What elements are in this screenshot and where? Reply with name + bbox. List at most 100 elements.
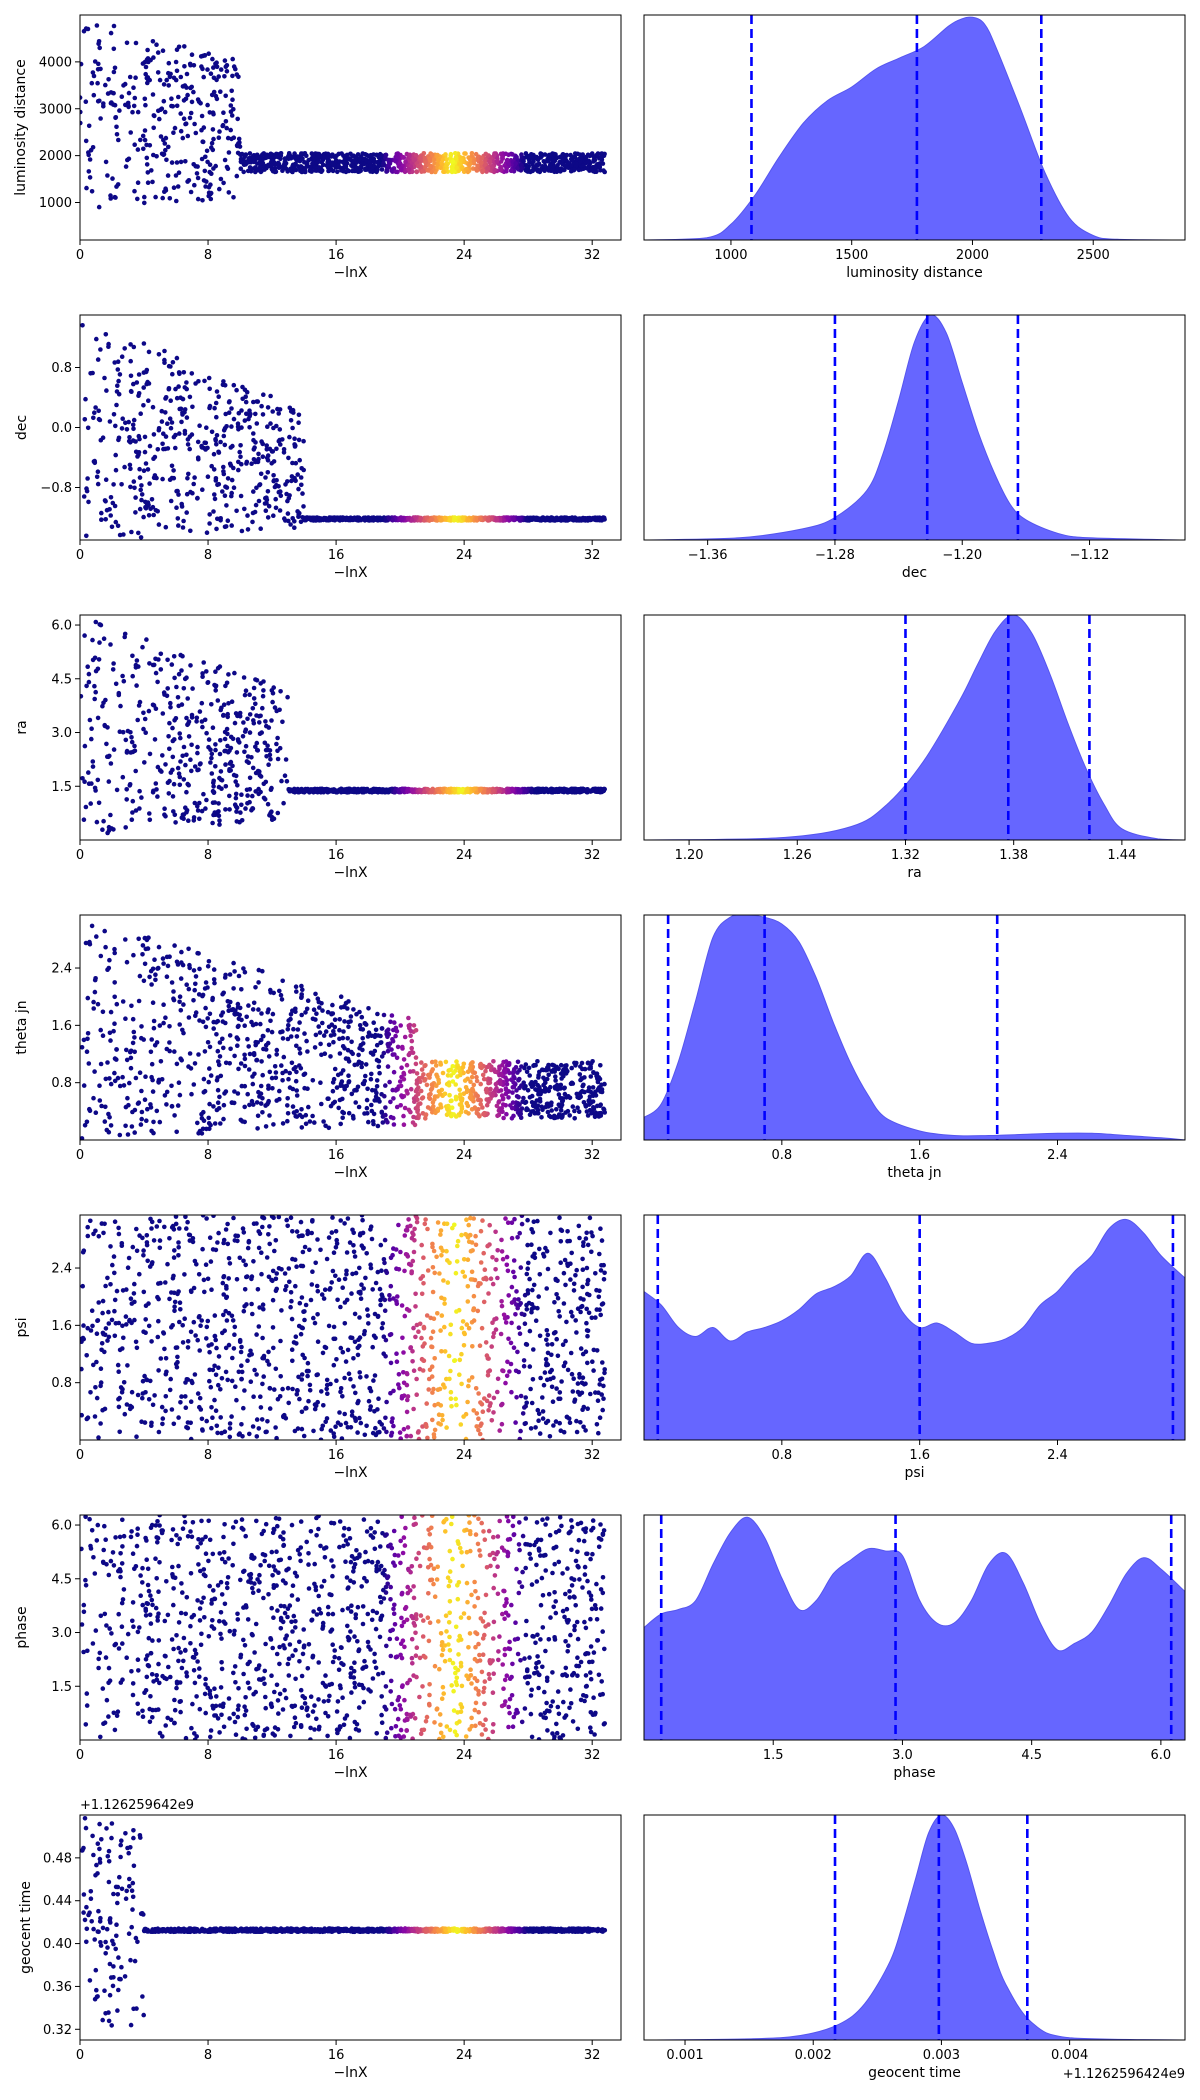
scatter-point <box>87 157 93 162</box>
scatter-point <box>228 734 234 740</box>
scatter-point <box>227 768 232 774</box>
scatter-point <box>151 125 156 131</box>
scatter-point <box>211 778 216 784</box>
scatter-point <box>162 141 168 146</box>
scatter-point <box>244 759 250 764</box>
scatter-point <box>599 1082 604 1088</box>
scatter-point <box>209 92 215 98</box>
scatter-point <box>175 1103 181 1108</box>
scatter-point <box>98 66 103 72</box>
scatter-point <box>175 695 181 700</box>
scatter-point <box>86 671 92 677</box>
scatter-point <box>554 1107 559 1112</box>
scatter-point <box>386 515 392 521</box>
scatter-point <box>217 129 222 134</box>
scatter-point <box>420 168 426 174</box>
scatter-point <box>111 46 117 52</box>
scatter-point <box>188 663 193 668</box>
scatter-point <box>175 765 181 771</box>
scatter-point <box>207 1066 212 1071</box>
scatter-point <box>375 167 380 173</box>
scatter-point <box>227 761 233 766</box>
y-axis-label: ra <box>14 720 30 734</box>
scatter-point <box>95 481 101 487</box>
scatter-point <box>103 697 108 703</box>
scatter-point <box>380 789 385 795</box>
scatter-point <box>167 196 173 201</box>
scatter-point <box>145 467 151 472</box>
scatter-point <box>230 97 235 102</box>
scatter-point <box>297 1063 302 1068</box>
scatter-point <box>217 1094 222 1100</box>
scatter-point <box>501 1115 506 1121</box>
scatter-point <box>112 503 118 509</box>
scatter-point <box>229 477 235 483</box>
scatter-point <box>352 516 357 522</box>
scatter-point <box>247 775 253 781</box>
scatter-point <box>146 349 152 355</box>
x-tick-label: 8 <box>204 848 212 863</box>
scatter-point <box>494 1103 500 1109</box>
scatter-point <box>152 473 158 478</box>
scatter-point <box>167 416 173 422</box>
x-tick-label: 0 <box>76 248 84 263</box>
scatter-point <box>134 683 139 688</box>
scatter-point <box>368 163 373 168</box>
scatter-point <box>135 109 141 115</box>
scatter-point <box>160 711 166 716</box>
scatter-point <box>163 524 169 530</box>
scatter-point <box>126 419 131 425</box>
scatter-point <box>192 475 197 480</box>
scatter-point <box>165 657 170 663</box>
scatter-point <box>563 163 568 169</box>
scatter-point <box>92 410 97 416</box>
scatter-point <box>177 431 182 436</box>
scatter-point <box>80 776 85 781</box>
scatter-point <box>253 458 259 464</box>
density-area <box>644 615 1185 840</box>
scatter-point <box>236 1066 241 1072</box>
scatter-point <box>205 1040 211 1045</box>
x-tick-label: 8 <box>204 248 212 263</box>
scatter-point <box>395 1044 401 1050</box>
scatter-point <box>243 153 248 158</box>
scatter-point <box>253 165 258 170</box>
scatter-point <box>176 44 182 50</box>
scatter-point <box>536 161 542 167</box>
scatter-point <box>292 519 297 524</box>
scatter-point <box>501 518 506 523</box>
scatter-point <box>481 789 487 795</box>
scatter-point <box>144 75 150 81</box>
scatter-point <box>471 786 476 792</box>
scatter-point <box>549 516 554 522</box>
scatter-point <box>374 1084 380 1089</box>
scatter-point <box>546 1072 551 1078</box>
scatter-point <box>184 380 189 385</box>
scatter-point <box>335 169 340 175</box>
scatter-point <box>535 157 541 162</box>
scatter-point <box>122 464 127 470</box>
scatter-point <box>258 789 263 795</box>
scatter-point <box>223 411 228 417</box>
scatter-point <box>253 1021 259 1027</box>
scatter-point <box>581 787 587 792</box>
density-area <box>644 16 1185 240</box>
scatter-point <box>184 510 189 515</box>
scatter-point <box>277 508 283 513</box>
scatter-point <box>296 420 301 426</box>
scatter-point <box>141 403 146 408</box>
scatter-point <box>213 742 218 747</box>
x-tick-label: −1.36 <box>688 548 728 563</box>
scatter-point <box>191 481 196 487</box>
scatter-point <box>292 151 297 156</box>
scatter-point <box>490 788 496 794</box>
scatter-point <box>591 157 597 163</box>
scatter-point <box>226 1003 232 1009</box>
scatter-point <box>485 165 491 171</box>
scatter-point <box>290 460 295 466</box>
scatter-point <box>213 688 218 693</box>
scatter-point <box>275 406 280 412</box>
scatter-point <box>238 443 243 448</box>
scatter-point <box>130 798 136 804</box>
